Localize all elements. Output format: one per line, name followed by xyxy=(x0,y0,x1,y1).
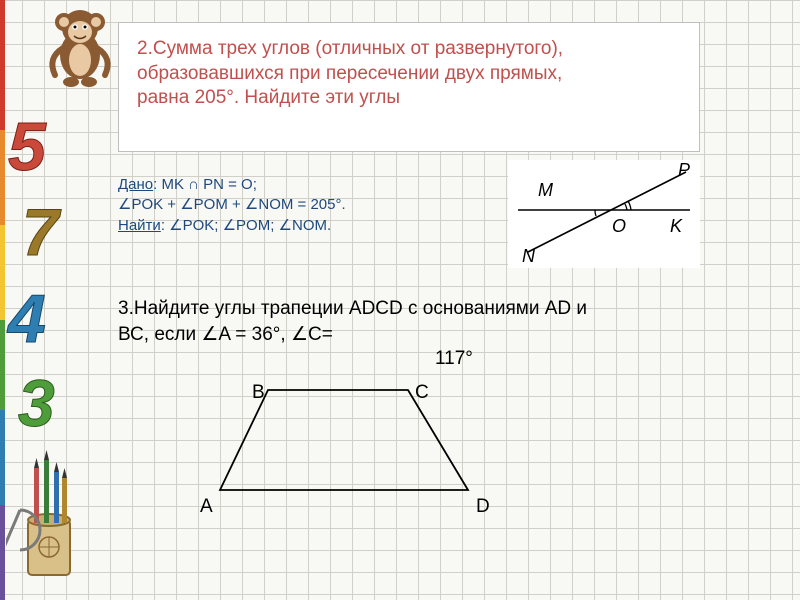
problem3-line1: 3.Найдите углы трапеции ADCD с основания… xyxy=(118,296,700,322)
find-label: Найти xyxy=(118,217,161,234)
label-N: N xyxy=(522,246,536,266)
label-K: K xyxy=(670,216,683,236)
svg-text:7: 7 xyxy=(22,195,62,269)
find-line: Найти: ∠POK; ∠POM; ∠NOM. xyxy=(118,216,488,236)
find-rest: : ∠POK; ∠POM; ∠NOM. xyxy=(161,217,331,234)
angle-c-value: 117° xyxy=(435,348,473,370)
problem2-line1: 2.Сумма трех углов (отличных от разверну… xyxy=(137,37,685,62)
problem3-line2: ВС, если ∠A = 36°, ∠C= xyxy=(118,322,700,348)
problem2-line2: образовавшихся при пересечении двух прям… xyxy=(137,62,685,87)
label-P: P xyxy=(678,160,690,180)
problem3-text: 3.Найдите углы трапеции ADCD с основания… xyxy=(118,296,700,347)
trap-label-C: C xyxy=(415,382,429,404)
pencil-cup-decoration xyxy=(6,450,91,590)
given-line1: Дано: MK ∩ PN = O; xyxy=(118,175,488,195)
problem2-card: 2.Сумма трех углов (отличных от разверну… xyxy=(118,22,700,152)
svg-text:4: 4 xyxy=(6,281,46,357)
given-label: Дано xyxy=(118,176,153,193)
digits-decoration: 5 7 4 3 xyxy=(4,110,74,430)
lines-diagram: M P N K O xyxy=(508,160,700,268)
given-rest: : MK ∩ PN = O; xyxy=(153,176,257,193)
trap-label-D: D xyxy=(476,496,490,518)
label-O: O xyxy=(612,216,626,236)
svg-text:5: 5 xyxy=(8,110,47,185)
given-find-block: Дано: MK ∩ PN = O; ∠POK + ∠POM + ∠NOM = … xyxy=(118,175,488,236)
trap-label-B: B xyxy=(252,382,265,404)
svg-text:3: 3 xyxy=(18,366,55,430)
monkey-decoration xyxy=(35,0,125,90)
trap-label-A: A xyxy=(200,496,213,518)
label-M: M xyxy=(538,180,553,200)
problem2-line3: равна 205°. Найдите эти углы xyxy=(137,86,685,111)
trapezoid-figure: A B C D xyxy=(190,370,510,510)
given-angle-sum: ∠POK + ∠POM + ∠NOM = 205°. xyxy=(118,195,488,215)
